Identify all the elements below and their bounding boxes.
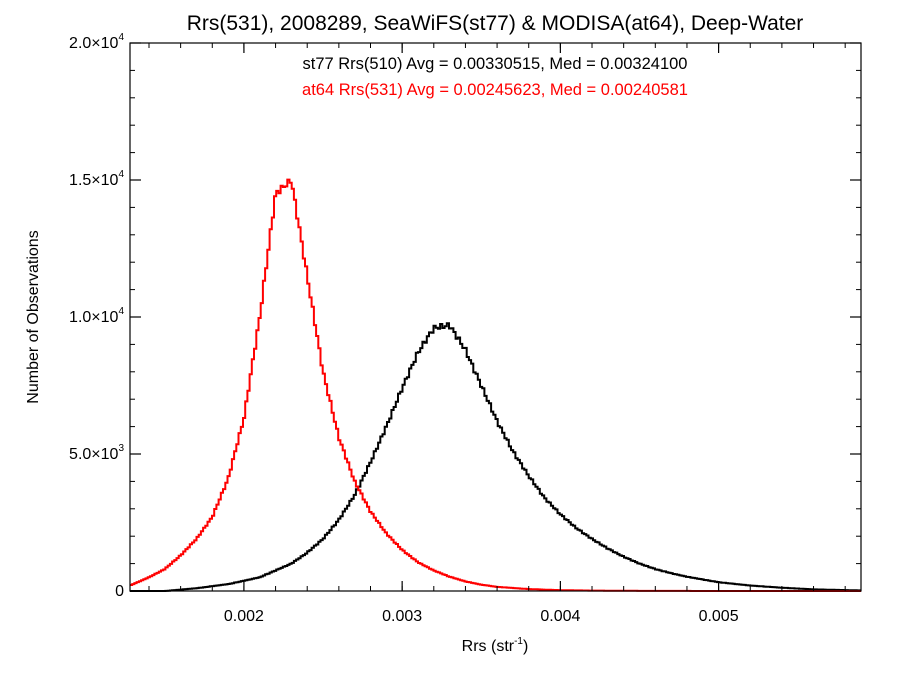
x-tick-label: 0.002 (224, 608, 264, 625)
x-tick-label: 0.005 (699, 608, 739, 625)
x-axis-label-close: ) (523, 638, 528, 655)
y-axis-label: Number of Observations (25, 230, 42, 403)
x-axis-label: Rrs (str-1) (462, 636, 529, 655)
chart-title: Rrs(531), 2008289, SeaWiFS(st77) & MODIS… (187, 12, 804, 35)
annotation-st77: st77 Rrs(510) Avg = 0.00330515, Med = 0.… (303, 55, 688, 73)
histogram-line-1 (130, 322, 861, 592)
x-axis-label-main: Rrs (str (462, 638, 515, 655)
x-tick-label: 0.004 (540, 608, 580, 625)
x-axis-label-exponent: -1 (514, 636, 523, 647)
y-ticks: 0 5.0×103 1.0×104 1.5×104 2.0×104 (69, 32, 861, 600)
annotation-at64: at64 Rrs(531) Avg = 0.00245623, Med = 0.… (302, 81, 688, 99)
y-tick-label: 1.5×104 (69, 169, 124, 189)
x-ticks: 0.002 0.003 0.004 0.005 (148, 43, 846, 625)
y-tick-label: 0 (115, 583, 124, 600)
y-tick-label: 1.0×104 (69, 306, 124, 326)
y-tick-label: 2.0×104 (69, 32, 124, 52)
x-tick-label: 0.003 (382, 608, 422, 625)
y-tick-label: 5.0×103 (69, 443, 124, 463)
